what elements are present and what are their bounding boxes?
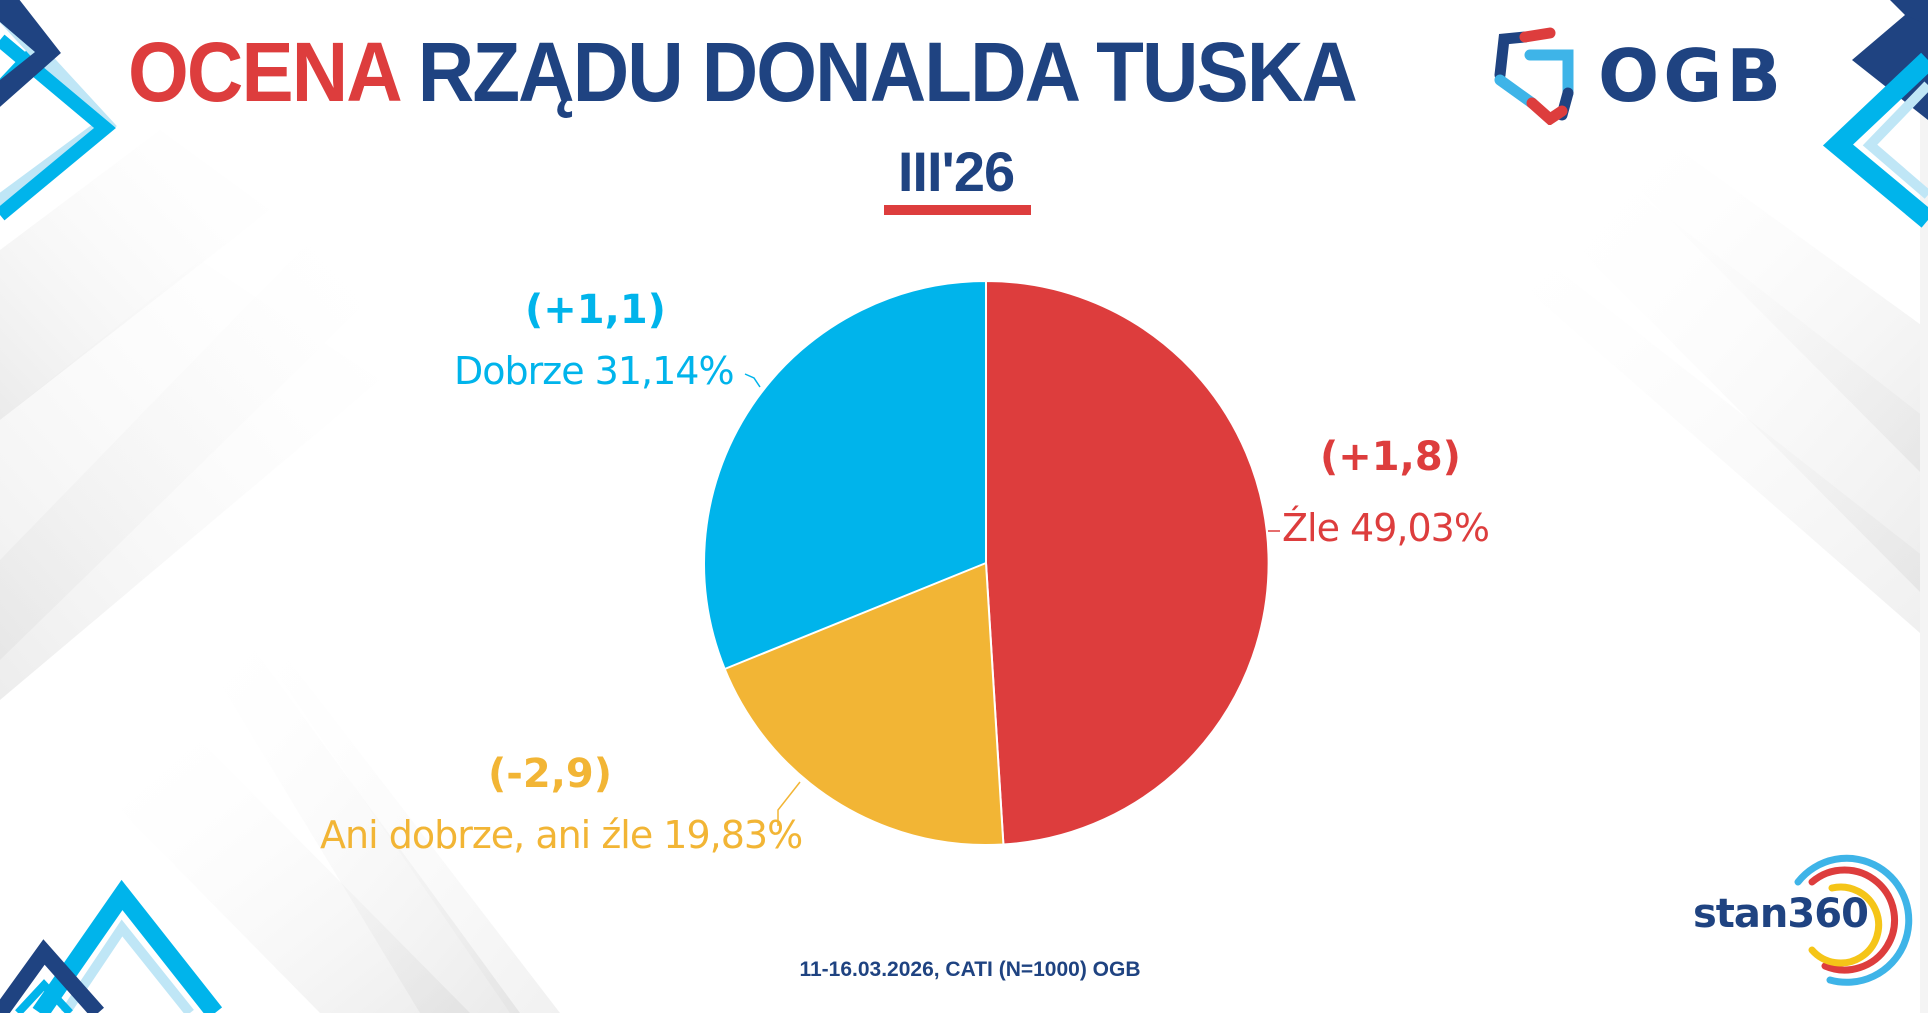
pie-slice-bad bbox=[985, 279, 1270, 846]
ogb-shield-icon bbox=[1494, 27, 1574, 125]
bad-value-label: Źle 49,03% bbox=[1282, 506, 1490, 550]
good-change-label: (+1,1) bbox=[525, 287, 666, 333]
bad-change-label: (+1,8) bbox=[1320, 434, 1461, 480]
good-value-label: Dobrze 31,14% bbox=[454, 349, 735, 393]
period-label: III'26 bbox=[897, 140, 1015, 203]
stan360-logo: stan360 bbox=[1693, 891, 1869, 937]
ogb-logo: OGB bbox=[1598, 34, 1786, 118]
title-accent: OCENA bbox=[128, 25, 400, 119]
neutral-value-label: Ani dobrze, ani źle 19,83% bbox=[320, 813, 803, 857]
stan360-rings-icon bbox=[1794, 854, 1913, 986]
neutral-change-label: (-2,9) bbox=[488, 751, 613, 797]
period-underline bbox=[884, 205, 1031, 215]
pie-slice-good bbox=[703, 279, 987, 671]
page-title: OCENA RZĄDU DONALDA TUSKA bbox=[128, 22, 1374, 122]
source-footer: 11-16.03.2026, CATI (N=1000) OGB bbox=[799, 958, 1141, 981]
pie-chart bbox=[703, 279, 1270, 847]
title-main: RZĄDU DONALDA TUSKA bbox=[417, 25, 1358, 119]
